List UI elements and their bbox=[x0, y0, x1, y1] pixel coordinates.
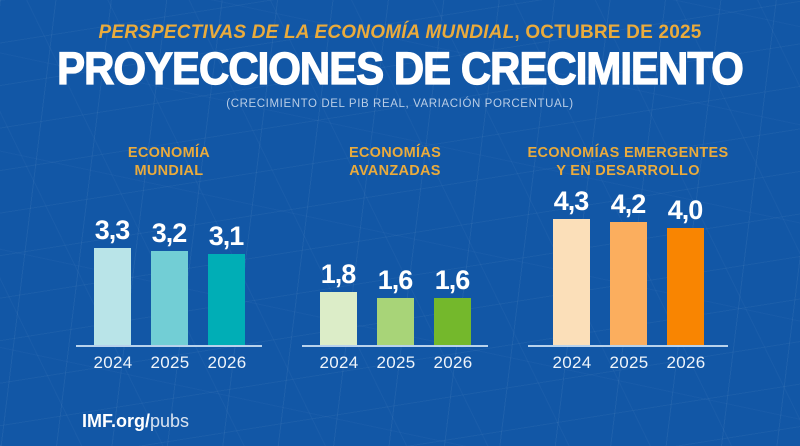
bar-2025 bbox=[150, 251, 188, 345]
chart-group-title-line2: AVANZADAS bbox=[349, 162, 441, 179]
bar-value-label: 1,6 bbox=[434, 265, 471, 295]
bar-column-2025: 4,2 bbox=[609, 189, 647, 345]
x-axis-labels: 2024 2025 2026 bbox=[523, 353, 733, 373]
bar-plot: 4,3 4,2 4,0 bbox=[523, 188, 733, 345]
chart-group-title: ECONOMÍAS EMERGENTES Y EN DESARROLLO bbox=[523, 145, 733, 180]
bar-value-label: 1,8 bbox=[320, 259, 357, 289]
bar-2024 bbox=[552, 219, 590, 345]
bar-2025 bbox=[376, 298, 414, 345]
bar-value-label: 1,6 bbox=[377, 265, 414, 295]
chart-group-title-line2: Y EN DESARROLLO bbox=[556, 162, 700, 179]
page-title: PROYECCIONES DE CRECIMIENTO bbox=[57, 43, 745, 94]
year-label-2024: 2024 bbox=[93, 353, 133, 372]
bar-column-2026: 4,0 bbox=[666, 195, 704, 345]
bar-2026 bbox=[433, 298, 471, 345]
bar-value-label: 4,2 bbox=[610, 189, 647, 219]
bar-2024 bbox=[319, 292, 357, 345]
bar-column-2024: 1,8 bbox=[319, 259, 357, 345]
bar-value-label: 3,3 bbox=[94, 215, 131, 245]
chart-group-world-economy: ECONOMÍA MUNDIAL 3,3 3,2 3,1 2024 2025 2026 bbox=[64, 142, 274, 382]
kicker-report-name: PERSPECTIVAS DE LA ECONOMÍA MUNDIAL bbox=[98, 22, 515, 43]
chart-group-title: ECONOMÍA MUNDIAL bbox=[64, 145, 274, 180]
year-label-2024: 2024 bbox=[319, 353, 359, 372]
bar-column-2025: 3,2 bbox=[150, 218, 188, 345]
x-axis-line bbox=[76, 345, 262, 347]
bar-value-label: 3,1 bbox=[208, 221, 245, 251]
bar-column-2025: 1,6 bbox=[376, 265, 414, 345]
bar-value-label: 3,2 bbox=[151, 218, 188, 248]
chart-group-title-line1: ECONOMÍAS EMERGENTES bbox=[527, 145, 729, 161]
chart-group-title: ECONOMÍAS AVANZADAS bbox=[290, 145, 500, 180]
bar-2025 bbox=[609, 222, 647, 345]
footer-url-bold: IMF.org/ bbox=[82, 411, 150, 431]
year-label-2026: 2026 bbox=[207, 353, 247, 372]
chart-group-emerging-economies: ECONOMÍAS EMERGENTES Y EN DESARROLLO 4,3… bbox=[523, 142, 733, 382]
chart-group-title-line1: ECONOMÍAS bbox=[348, 145, 442, 161]
x-axis-line bbox=[302, 345, 488, 347]
footer-url-light: pubs bbox=[150, 411, 190, 431]
year-label-2024: 2024 bbox=[552, 353, 592, 372]
bar-column-2024: 4,3 bbox=[552, 186, 590, 345]
bar-plot: 3,3 3,2 3,1 bbox=[64, 215, 274, 345]
report-kicker: PERSPECTIVAS DE LA ECONOMÍA MUNDIAL, OCT… bbox=[0, 22, 800, 44]
bar-column-2024: 3,3 bbox=[93, 215, 131, 345]
footer-url: IMF.org/pubs bbox=[82, 411, 189, 432]
year-label-2025: 2025 bbox=[376, 353, 416, 372]
year-label-2026: 2026 bbox=[433, 353, 473, 372]
year-label-2025: 2025 bbox=[150, 353, 190, 372]
bar-value-label: 4,3 bbox=[553, 186, 590, 216]
page-subtitle: (CRECIMIENTO DEL PIB REAL, VARIACIÓN POR… bbox=[226, 98, 574, 110]
year-label-2025: 2025 bbox=[609, 353, 649, 372]
bar-2026 bbox=[207, 254, 245, 345]
x-axis-line bbox=[528, 345, 728, 347]
x-axis-labels: 2024 2025 2026 bbox=[290, 353, 500, 373]
header: PERSPECTIVAS DE LA ECONOMÍA MUNDIAL, OCT… bbox=[0, 0, 800, 110]
bar-2026 bbox=[666, 228, 704, 345]
bar-plot: 1,8 1,6 1,6 bbox=[290, 215, 500, 345]
chart-group-title-line2: MUNDIAL bbox=[134, 162, 204, 179]
x-axis-labels: 2024 2025 2026 bbox=[64, 353, 274, 373]
bar-value-label: 4,0 bbox=[667, 195, 704, 225]
bar-column-2026: 3,1 bbox=[207, 221, 245, 345]
bar-column-2026: 1,6 bbox=[433, 265, 471, 345]
chart-group-advanced-economies: ECONOMÍAS AVANZADAS 1,8 1,6 1,6 2024 2025 20… bbox=[290, 142, 500, 382]
kicker-date: , OCTUBRE DE 2025 bbox=[514, 22, 702, 43]
year-label-2026: 2026 bbox=[666, 353, 706, 372]
bar-2024 bbox=[93, 248, 131, 345]
chart-group-title-line1: ECONOMÍA bbox=[127, 145, 211, 161]
